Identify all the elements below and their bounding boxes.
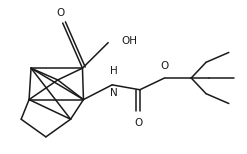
Text: OH: OH bbox=[121, 36, 137, 46]
Text: O: O bbox=[135, 118, 143, 128]
Text: O: O bbox=[57, 8, 65, 18]
Text: N: N bbox=[110, 88, 118, 98]
Text: H: H bbox=[110, 66, 118, 76]
Text: O: O bbox=[160, 61, 169, 71]
